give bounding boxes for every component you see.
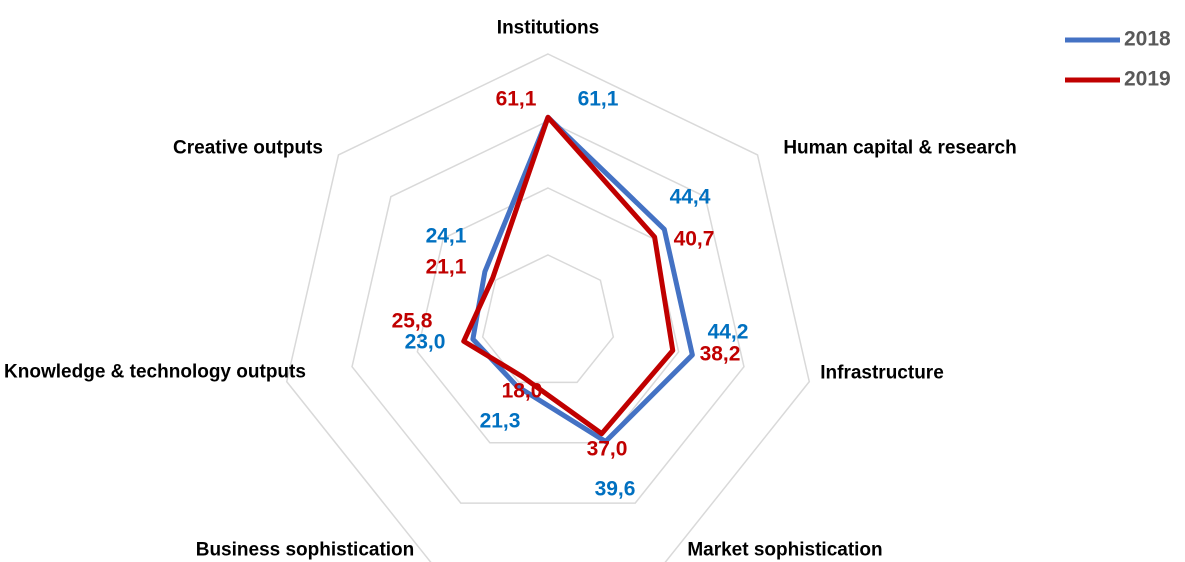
series-line xyxy=(461,114,676,437)
legend-label: 2018 xyxy=(1124,28,1171,51)
data-label: 44,2 xyxy=(708,321,749,344)
data-label: 37,0 xyxy=(587,438,628,461)
data-label: 24,1 xyxy=(426,225,467,248)
data-label: 21,3 xyxy=(480,410,521,433)
series-line xyxy=(470,114,695,445)
data-label: 23,0 xyxy=(405,331,446,354)
category-label: Creative outputs xyxy=(173,137,323,159)
data-label: 61,1 xyxy=(496,88,537,111)
data-label: 61,1 xyxy=(578,88,619,111)
category-label: Infrastructure xyxy=(820,362,944,384)
data-label: 18,0 xyxy=(502,380,543,403)
category-label: Human capital & research xyxy=(783,137,1017,159)
legend-label: 2019 xyxy=(1124,68,1171,91)
data-label: 25,8 xyxy=(392,310,433,333)
category-label: Market sophistication xyxy=(687,539,883,561)
category-label: Institutions xyxy=(496,17,600,39)
data-label: 38,2 xyxy=(700,343,741,366)
category-label: Knowledge & technology outputs xyxy=(4,361,306,383)
grid-ring xyxy=(285,53,811,562)
data-label: 40,7 xyxy=(674,228,715,251)
data-label: 39,6 xyxy=(595,478,636,501)
data-label: 21,1 xyxy=(426,256,467,279)
data-label: 44,4 xyxy=(670,186,711,209)
grid-ring xyxy=(481,254,615,384)
category-label: Business sophistication xyxy=(195,539,415,561)
grid-ring xyxy=(351,120,745,504)
